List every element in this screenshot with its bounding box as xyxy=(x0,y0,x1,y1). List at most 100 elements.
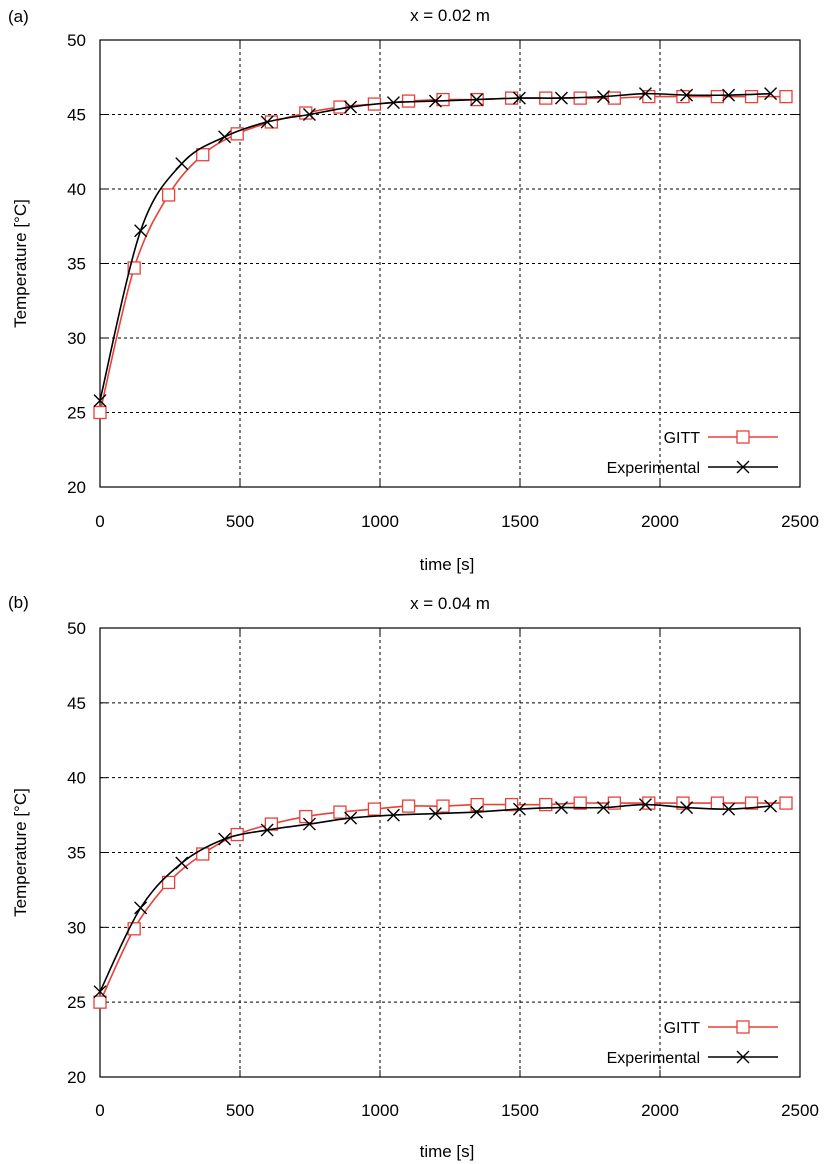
data-point xyxy=(218,130,232,144)
y-tick-label: 40 xyxy=(67,769,86,788)
data-point xyxy=(642,796,656,810)
y-axis-title: Temperature [°C] xyxy=(11,199,30,328)
series-experimental xyxy=(93,87,778,408)
legend-marker xyxy=(736,460,750,474)
data-point xyxy=(134,224,148,238)
data-point xyxy=(607,91,622,105)
data-point xyxy=(512,91,526,105)
data-point xyxy=(722,802,736,816)
data-point xyxy=(554,91,568,105)
chart-title: x = 0.04 m xyxy=(410,594,490,613)
y-tick-label: 40 xyxy=(67,180,86,199)
y-tick-label: 35 xyxy=(67,255,86,274)
y-tick-label: 45 xyxy=(67,694,86,713)
panel-label: (b) xyxy=(8,593,29,612)
data-point xyxy=(596,90,610,104)
legend: GITT Experimental xyxy=(607,1020,778,1067)
series-line xyxy=(99,802,786,1003)
data-point xyxy=(779,796,793,810)
data-point xyxy=(470,805,484,819)
y-tick-label: 30 xyxy=(67,918,86,937)
data-point xyxy=(554,801,568,815)
data-point xyxy=(744,796,759,810)
x-tick-label: 500 xyxy=(226,1101,254,1120)
y-tick-label: 25 xyxy=(67,993,86,1012)
data-point xyxy=(638,87,652,101)
data-point xyxy=(573,796,587,810)
x-axis-title: time [s] xyxy=(420,1142,475,1161)
y-axis-title: Temperature [°C] xyxy=(11,788,30,917)
data-point xyxy=(161,875,176,890)
y-tick-label: 50 xyxy=(67,31,86,50)
series-experimental xyxy=(93,798,778,999)
chart-panel-b: (b) x = 0.04 m 0 500 1000 1500 2000 2500 20 25 30 3… xyxy=(8,593,819,1161)
panel-label: (a) xyxy=(8,7,29,26)
data-point xyxy=(302,817,316,831)
x-tick-label: 2500 xyxy=(781,512,819,531)
data-point xyxy=(333,100,347,114)
data-point xyxy=(161,188,176,202)
y-tick-label: 35 xyxy=(67,844,86,863)
data-point xyxy=(710,89,725,104)
data-point xyxy=(764,799,778,813)
data-point xyxy=(504,797,519,812)
legend-marker xyxy=(736,1050,750,1064)
series-gitt xyxy=(93,89,793,420)
data-point xyxy=(470,93,484,107)
x-tick-label: 2000 xyxy=(641,1101,679,1120)
series-gitt xyxy=(93,796,793,1009)
x-tick-label: 1500 xyxy=(501,1101,539,1120)
data-point xyxy=(680,88,694,102)
legend-label: GITT xyxy=(664,1020,701,1037)
data-point xyxy=(779,89,793,104)
chart-panel-a: (a) x = 0.02 m 0 500 1000 1500 2000 2500 20 25 30 3… xyxy=(8,6,819,574)
data-point xyxy=(333,805,347,819)
data-point xyxy=(93,394,107,408)
data-point xyxy=(386,96,400,110)
legend-label: Experimental xyxy=(607,1050,700,1067)
data-point xyxy=(196,148,210,162)
data-point xyxy=(93,985,107,999)
x-tick-label: 1000 xyxy=(361,512,399,531)
x-tick-label: 2000 xyxy=(641,512,679,531)
data-point xyxy=(596,801,610,815)
data-point xyxy=(302,108,316,121)
x-tick-label: 1000 xyxy=(361,1101,399,1120)
y-tick-label: 45 xyxy=(67,106,86,125)
y-tick-label: 20 xyxy=(67,478,86,497)
data-point xyxy=(680,801,694,815)
data-point xyxy=(428,94,442,108)
x-tick-label: 0 xyxy=(95,1101,104,1120)
data-point xyxy=(93,405,107,420)
series-line xyxy=(99,803,771,993)
legend-marker xyxy=(736,430,750,444)
x-axis-title: time [s] xyxy=(420,555,475,574)
data-point xyxy=(175,157,189,171)
x-tick-label: 0 xyxy=(95,512,104,531)
series-line xyxy=(99,92,771,401)
data-point xyxy=(260,115,274,129)
chart-title: x = 0.02 m xyxy=(410,6,490,25)
y-tick-label: 50 xyxy=(67,619,86,638)
data-point xyxy=(175,856,189,870)
legend-label: Experimental xyxy=(607,460,700,477)
data-point xyxy=(367,802,382,816)
data-point xyxy=(260,823,274,837)
x-tick-label: 2500 xyxy=(781,1101,819,1120)
data-point xyxy=(134,901,148,915)
data-point xyxy=(428,807,442,821)
legend-label: GITT xyxy=(664,430,701,447)
series-line xyxy=(99,95,786,413)
data-point xyxy=(401,799,416,813)
x-tick-label: 500 xyxy=(226,512,254,531)
data-point xyxy=(93,995,107,1009)
data-point xyxy=(299,809,313,824)
y-tick-label: 30 xyxy=(67,329,86,348)
data-point xyxy=(512,802,526,816)
y-tick-label: 25 xyxy=(67,404,86,423)
data-point xyxy=(218,832,232,846)
data-point xyxy=(638,798,652,812)
data-point xyxy=(344,100,358,114)
y-tick-label: 20 xyxy=(67,1068,86,1087)
data-point xyxy=(344,811,358,825)
